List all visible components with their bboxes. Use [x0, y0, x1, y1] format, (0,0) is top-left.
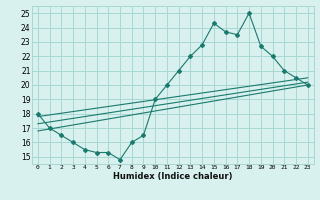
X-axis label: Humidex (Indice chaleur): Humidex (Indice chaleur)	[113, 172, 233, 181]
